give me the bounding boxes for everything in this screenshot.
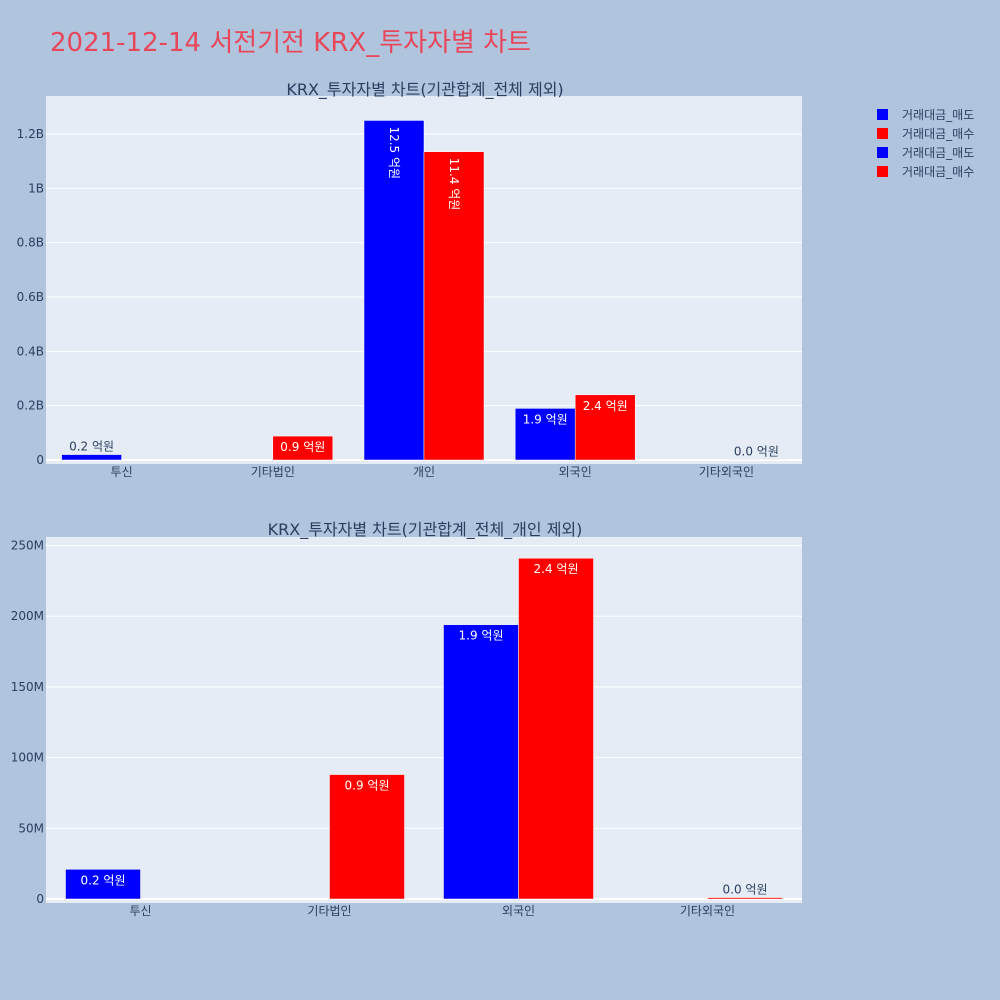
bar-data-label: 0.2 억원 <box>69 440 114 454</box>
y-tick-label: 200M <box>11 609 44 623</box>
legend-item[interactable]: 거래대금_매도 <box>877 146 974 160</box>
y-tick-label: 1B <box>28 181 44 195</box>
x-tick-label: 기타외국인 <box>680 904 735 918</box>
bar-data-label: 2.4 억원 <box>534 562 579 576</box>
legend-item[interactable]: 거래대금_매수 <box>877 127 974 141</box>
bar-data-label: 12.5 억원 <box>387 126 401 179</box>
bar[interactable] <box>329 774 405 900</box>
bar[interactable] <box>363 120 425 461</box>
bar[interactable] <box>514 408 576 461</box>
bar[interactable] <box>65 869 141 900</box>
x-tick-label: 기타법인 <box>251 465 295 479</box>
legend-item[interactable]: 거래대금_매도 <box>877 108 974 122</box>
x-tick-label: 기타법인 <box>307 904 351 918</box>
x-tick-label: 투신 <box>111 465 133 479</box>
chart-subtitle: KRX_투자자별 차트(기관합계_전체_개인 제외) <box>268 520 583 540</box>
bar[interactable] <box>423 151 485 461</box>
bar[interactable] <box>707 897 783 900</box>
legend-label: 거래대금_매도 <box>902 146 974 160</box>
bar-data-label: 1.9 억원 <box>523 412 568 426</box>
bar-data-label: 1.9 억원 <box>459 629 504 643</box>
plot-area <box>46 537 802 903</box>
legend-item[interactable]: 거래대금_매수 <box>877 165 974 179</box>
y-tick-label: 50M <box>18 821 44 835</box>
chart-subtitle: KRX_투자자별 차트(기관합계_전체 제외) <box>286 80 563 100</box>
legend-label: 거래대금_매수 <box>902 165 974 179</box>
legend-swatch <box>877 147 888 158</box>
legend-swatch <box>877 166 888 177</box>
chart-panel-2: 0 50M 100M 150M 200M 250M KRX_투자자별 차트(기관합계_전체_… <box>11 520 802 918</box>
y-tick-label: 0 <box>36 892 44 906</box>
bar-data-label: 0.2 억원 <box>81 873 126 887</box>
y-tick-label: 150M <box>11 680 44 694</box>
y-tick-label: 0.6B <box>17 290 44 304</box>
bar-data-label: 0.9 억원 <box>280 440 325 454</box>
y-tick-label: 1.2B <box>17 127 44 141</box>
bar[interactable] <box>61 454 122 461</box>
y-tick-label: 0.2B <box>17 399 44 413</box>
y-tick-label: 0 <box>36 453 44 467</box>
bar[interactable] <box>726 459 787 461</box>
bar-data-label: 0.0 억원 <box>734 444 779 458</box>
legend-swatch <box>877 109 888 120</box>
bar[interactable] <box>443 624 519 900</box>
x-tick-label: 기타외국인 <box>699 465 754 479</box>
legend-label: 거래대금_매수 <box>902 127 974 141</box>
x-tick-label: 외국인 <box>559 465 592 479</box>
bar-data-label: 11.4 억원 <box>447 158 461 211</box>
y-tick-label: 100M <box>11 751 44 765</box>
legend-swatch <box>877 128 888 139</box>
chart-panel-1: 0 0.2B 0.4B 0.6B 0.8B 1B 1.2B KRX_투자자별 차트(기관합계_… <box>17 80 802 479</box>
page-title: 2021-12-14 서전기전 KRX_투자자별 차트 <box>50 28 532 58</box>
bar[interactable] <box>272 435 334 461</box>
x-tick-label: 개인 <box>413 465 435 479</box>
x-tick-label: 외국인 <box>502 904 535 918</box>
legend-label: 거래대금_매도 <box>902 108 974 122</box>
x-tick-label: 투신 <box>129 904 151 918</box>
bar-data-label: 0.0 억원 <box>723 883 768 897</box>
bar-data-label: 0.9 억원 <box>345 779 390 793</box>
y-tick-label: 0.4B <box>17 344 44 358</box>
bar[interactable] <box>518 557 594 900</box>
bar[interactable] <box>574 394 636 461</box>
y-tick-label: 250M <box>11 538 44 552</box>
y-tick-label: 0.8B <box>17 236 44 250</box>
bar-data-label: 2.4 억원 <box>583 399 628 413</box>
